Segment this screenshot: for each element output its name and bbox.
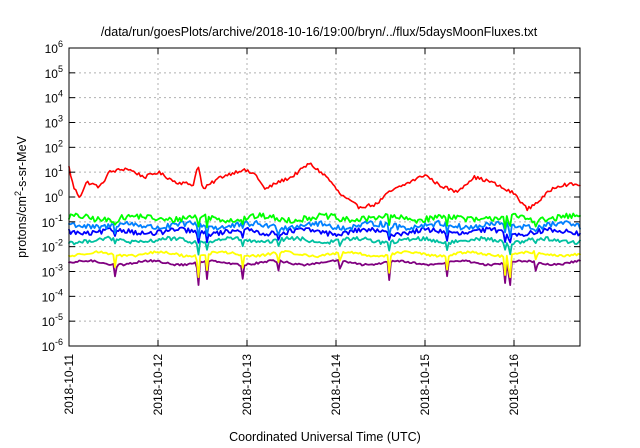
x-tick-label: 2018-10-11 bbox=[62, 354, 76, 415]
x-tick-label: 2018-10-14 bbox=[329, 354, 343, 416]
series-line bbox=[68, 226, 581, 244]
series-line bbox=[68, 162, 581, 212]
x-tick-label: 2018-10-13 bbox=[240, 354, 254, 416]
series-group bbox=[68, 162, 581, 287]
series-line bbox=[68, 219, 581, 239]
y-axis: 106 105 104 103 102 101 100 10-1 10-2 10-3 10-4 10-… bbox=[42, 39, 580, 354]
series-line bbox=[68, 258, 581, 287]
y-tick-label: 10-3 bbox=[42, 263, 63, 280]
y-tick-label: 104 bbox=[45, 89, 63, 106]
y-tick-label: 10-6 bbox=[42, 337, 63, 354]
y-tick-label: 10-2 bbox=[42, 238, 63, 255]
y-tick-label: 105 bbox=[45, 64, 63, 81]
y-tick-label: 10-4 bbox=[42, 287, 63, 304]
y-tick-label: 106 bbox=[45, 39, 63, 56]
y-tick-label: 102 bbox=[45, 138, 63, 155]
y-tick-label: 10-1 bbox=[42, 213, 63, 230]
series-line bbox=[68, 212, 581, 230]
x-axis-label: Coordinated Universal Time (UTC) bbox=[229, 430, 421, 444]
x-tick-label: 2018-10-12 bbox=[151, 354, 165, 416]
x-tick-label: 2018-10-16 bbox=[507, 354, 521, 416]
y-tick-label: 100 bbox=[45, 188, 63, 205]
x-axis: 2018-10-11 2018-10-12 2018-10-13 2018-10-14… bbox=[62, 48, 521, 415]
series-line bbox=[68, 235, 581, 256]
y-axis-label: protons/cm2-s-sr-MeV bbox=[13, 135, 29, 257]
series-line bbox=[68, 249, 581, 279]
chart-title: /data/run/goesPlots/archive/2018-10-16/1… bbox=[101, 25, 538, 39]
y-tick-label: 10-5 bbox=[42, 312, 63, 329]
grid bbox=[68, 47, 580, 347]
y-tick-label: 101 bbox=[45, 163, 63, 180]
y-tick-label: 103 bbox=[45, 114, 63, 131]
x-tick-label: 2018-10-15 bbox=[418, 354, 432, 416]
